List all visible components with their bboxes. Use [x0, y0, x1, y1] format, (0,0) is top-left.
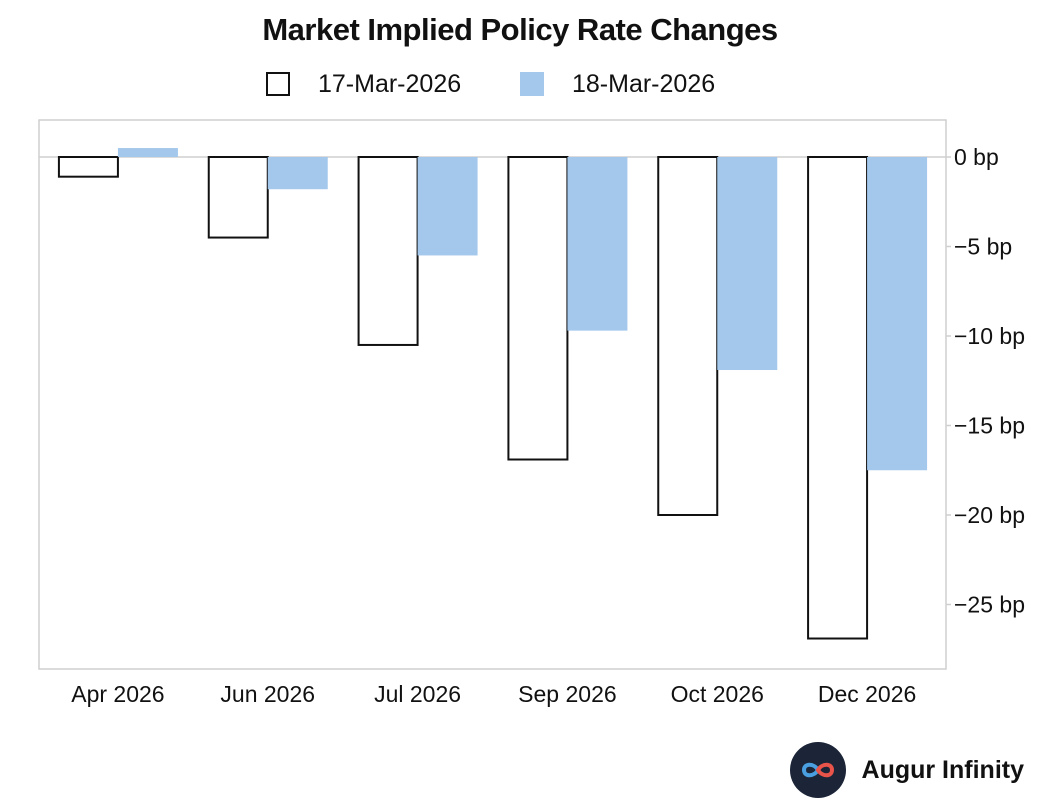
legend-label-17-mar: 17-Mar-2026 — [318, 69, 462, 98]
legend-item-17-mar: 17-Mar-2026 — [266, 66, 461, 102]
legend-item-18-mar: 18-Mar-2026 — [520, 66, 715, 102]
legend-label-18-mar: 18-Mar-2026 — [572, 69, 716, 98]
y-tick-label: −20 bp — [954, 502, 1025, 528]
bar-18-mar-jul-2026 — [417, 157, 478, 256]
bar-18-mar-sep-2026 — [567, 157, 628, 331]
legend-swatch-17-mar — [266, 72, 290, 96]
x-tick-label-jul-2026: Jul 2026 — [374, 681, 461, 707]
y-tick-label: −5 bp — [954, 234, 1012, 260]
bar-chart: Apr 2026 Jun 2026 Jul 2026 Sep 2026 Oct 2026… — [38, 119, 1025, 707]
legend-swatch-18-mar — [520, 72, 544, 96]
bar-18-mar-dec-2026 — [867, 157, 928, 471]
infinity-logo-icon — [789, 742, 846, 798]
x-tick-label-apr-2026: Apr 2026 — [71, 681, 164, 707]
x-tick-label-oct-2026: Oct 2026 — [671, 681, 764, 707]
x-tick-label-sep-2026: Sep 2026 — [518, 681, 616, 707]
x-tick-label-jun-2026: Jun 2026 — [220, 681, 315, 707]
y-tick-label: −10 bp — [954, 323, 1025, 349]
brand: Augur Infinity — [789, 742, 1024, 798]
x-tick-label-dec-2026: Dec 2026 — [818, 681, 916, 707]
y-tick-label: −25 bp — [954, 592, 1025, 618]
y-tick-label: −15 bp — [954, 413, 1025, 439]
bar-18-mar-oct-2026 — [717, 157, 778, 371]
bar-18-mar-jun-2026 — [267, 157, 328, 190]
y-tick-label: 0 bp — [954, 144, 999, 170]
chart-title: Market Implied Policy Rate Changes — [262, 12, 778, 47]
bar-17-mar-jun-2026 — [207, 156, 269, 239]
bar-17-mar-oct-2026 — [657, 156, 719, 516]
bar-17-mar-dec-2026 — [807, 156, 869, 640]
bar-17-mar-sep-2026 — [507, 156, 569, 461]
plot-frame — [38, 119, 947, 670]
brand-name: Augur Infinity — [861, 755, 1024, 784]
bar-17-mar-apr-2026 — [57, 156, 119, 178]
bar-18-mar-apr-2026 — [117, 148, 178, 157]
bar-17-mar-jul-2026 — [357, 156, 419, 346]
legend: 17-Mar-2026 18-Mar-2026 — [0, 66, 1040, 102]
